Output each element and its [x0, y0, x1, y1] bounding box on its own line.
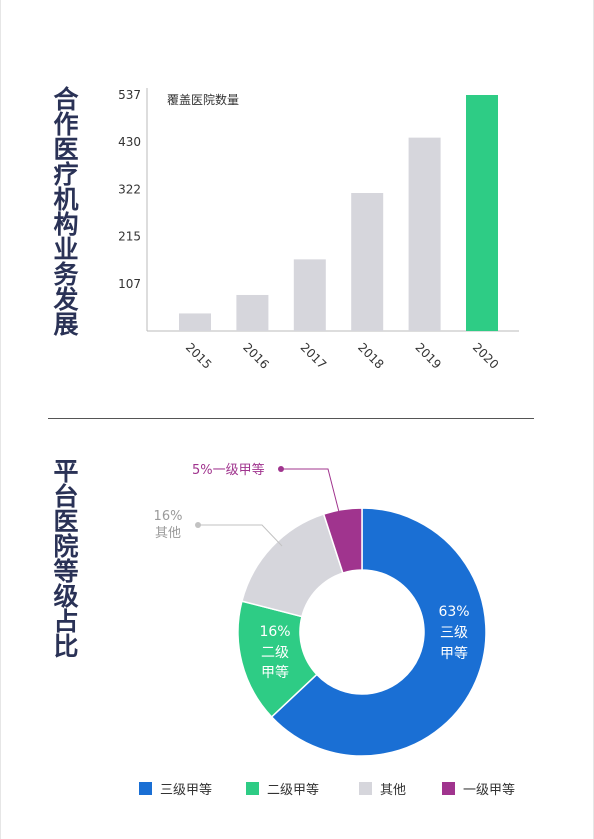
slice-label-level2: 二级 — [261, 645, 289, 661]
section-title-development: 合作医疗机构业务发展 — [50, 86, 79, 336]
legend-swatch — [359, 782, 372, 795]
section-divider — [48, 418, 534, 419]
bar — [466, 95, 498, 331]
legend-swatch — [139, 782, 152, 795]
legend-swatch — [442, 782, 455, 795]
donut-slice — [240, 513, 344, 618]
legend-item: 三级甲等 — [139, 779, 212, 798]
callout-line-other — [198, 524, 283, 547]
slice-label-level2: 16% — [259, 624, 290, 640]
bar — [293, 259, 326, 331]
slice-label-level3: 三级 — [440, 625, 468, 641]
legend-label: 三级甲等 — [160, 783, 213, 798]
slice-label-other-pct: 16% — [154, 509, 183, 524]
legend-item: 一级甲等 — [442, 779, 515, 798]
y-tick-label: 537 — [118, 88, 141, 102]
y-tick-label: 107 — [118, 277, 141, 291]
bar — [236, 294, 269, 331]
legend-label: 其他 — [380, 783, 407, 798]
y-tick-label: 430 — [118, 135, 141, 149]
legend-label: 一级甲等 — [463, 783, 516, 798]
legend-item: 二级甲等 — [246, 779, 319, 798]
slice-label-level2: 甲等 — [261, 664, 289, 681]
y-tick-label: 215 — [118, 230, 141, 244]
bar — [179, 313, 211, 331]
slice-label-other-name: 其他 — [155, 526, 181, 541]
page-edge-left — [0, 0, 1, 839]
slice-label-level1: 5%一级甲等 — [192, 462, 265, 478]
section-title-hospital-level: 平台医院等级占比 — [50, 458, 79, 658]
slice-label-level3: 甲等 — [440, 645, 468, 662]
bar — [351, 193, 384, 331]
donut-slice — [322, 507, 363, 574]
bar — [408, 137, 441, 331]
slice-label-level3: 63% — [438, 604, 469, 620]
donut-legend: 三级甲等 二级甲等 其他 一级甲等 — [0, 779, 594, 799]
legend-swatch — [246, 782, 259, 795]
donut-slice — [270, 507, 487, 757]
legend-label: 二级甲等 — [267, 783, 320, 798]
y-tick-label: 322 — [118, 182, 141, 196]
legend-item: 其他 — [359, 779, 406, 798]
chart-title: 覆盖医院数量 — [167, 92, 239, 107]
callout-line-level1 — [281, 468, 340, 513]
